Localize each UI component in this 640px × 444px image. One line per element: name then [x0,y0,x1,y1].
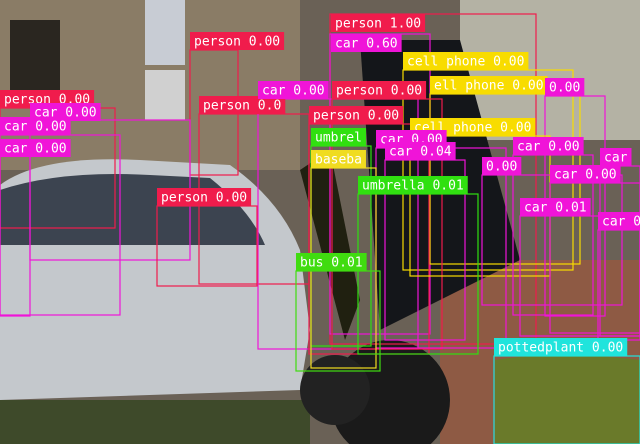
label-text: car 0.01 [524,201,587,216]
label-text: person 0.00 [161,191,247,206]
label-text: ell phone 0.00 [434,79,544,94]
label-background [157,188,252,206]
label-background [598,212,640,230]
label-background [309,106,404,124]
label-background [482,157,522,175]
detection-labels: person 1.00 car 0.60 person 0.00 cell phone… [0,14,640,356]
label-background [520,198,591,216]
label-background [296,253,367,271]
label-text: person 0.00 [336,84,422,99]
label-background [331,34,402,52]
label-background [331,14,426,32]
label-text: baseba [315,153,362,168]
label-text: car 0.00 [34,106,97,121]
label-background [358,176,468,194]
label-text: car 0.00 [4,120,67,135]
label-text: car 0.00 [262,84,325,99]
label-background [190,32,285,50]
label-background [0,117,71,135]
label-background [332,81,427,99]
label-text: car 0.04 [389,145,452,160]
label-text: car 0.00 [554,168,617,183]
label-background [430,76,548,94]
label-background [30,103,101,121]
label-background [513,137,584,155]
label-text: person 0.00 [194,35,280,50]
label-background [545,78,585,96]
label-text: 0.00 [486,160,517,175]
label-background [494,338,628,356]
label-background [258,81,329,99]
label-text: car 0.00 [4,142,67,157]
label-text: pottedplant 0.00 [498,341,623,356]
label-background [600,148,632,166]
label-text: car [604,151,628,166]
label-background [385,142,456,160]
label-background [199,96,286,114]
label-text: person 0.00 [313,109,399,124]
label-text: bus 0.01 [300,256,363,271]
label-background [311,128,366,146]
label-text: person 0.0 [203,99,281,114]
label-text: cell phone 0.00 [407,55,524,70]
label-background [0,139,71,157]
label-text: car 0.00 [517,140,580,155]
label-text: car 0.60 [335,37,398,52]
label-text: umbrel [315,131,362,146]
label-background [311,150,366,168]
label-background [403,52,529,70]
label-background [550,165,621,183]
label-text: umbrella 0.01 [362,179,464,194]
label-text: 0.00 [549,81,580,96]
label-text: person 1.00 [335,17,421,32]
label-text: car 0.0 [602,215,640,230]
